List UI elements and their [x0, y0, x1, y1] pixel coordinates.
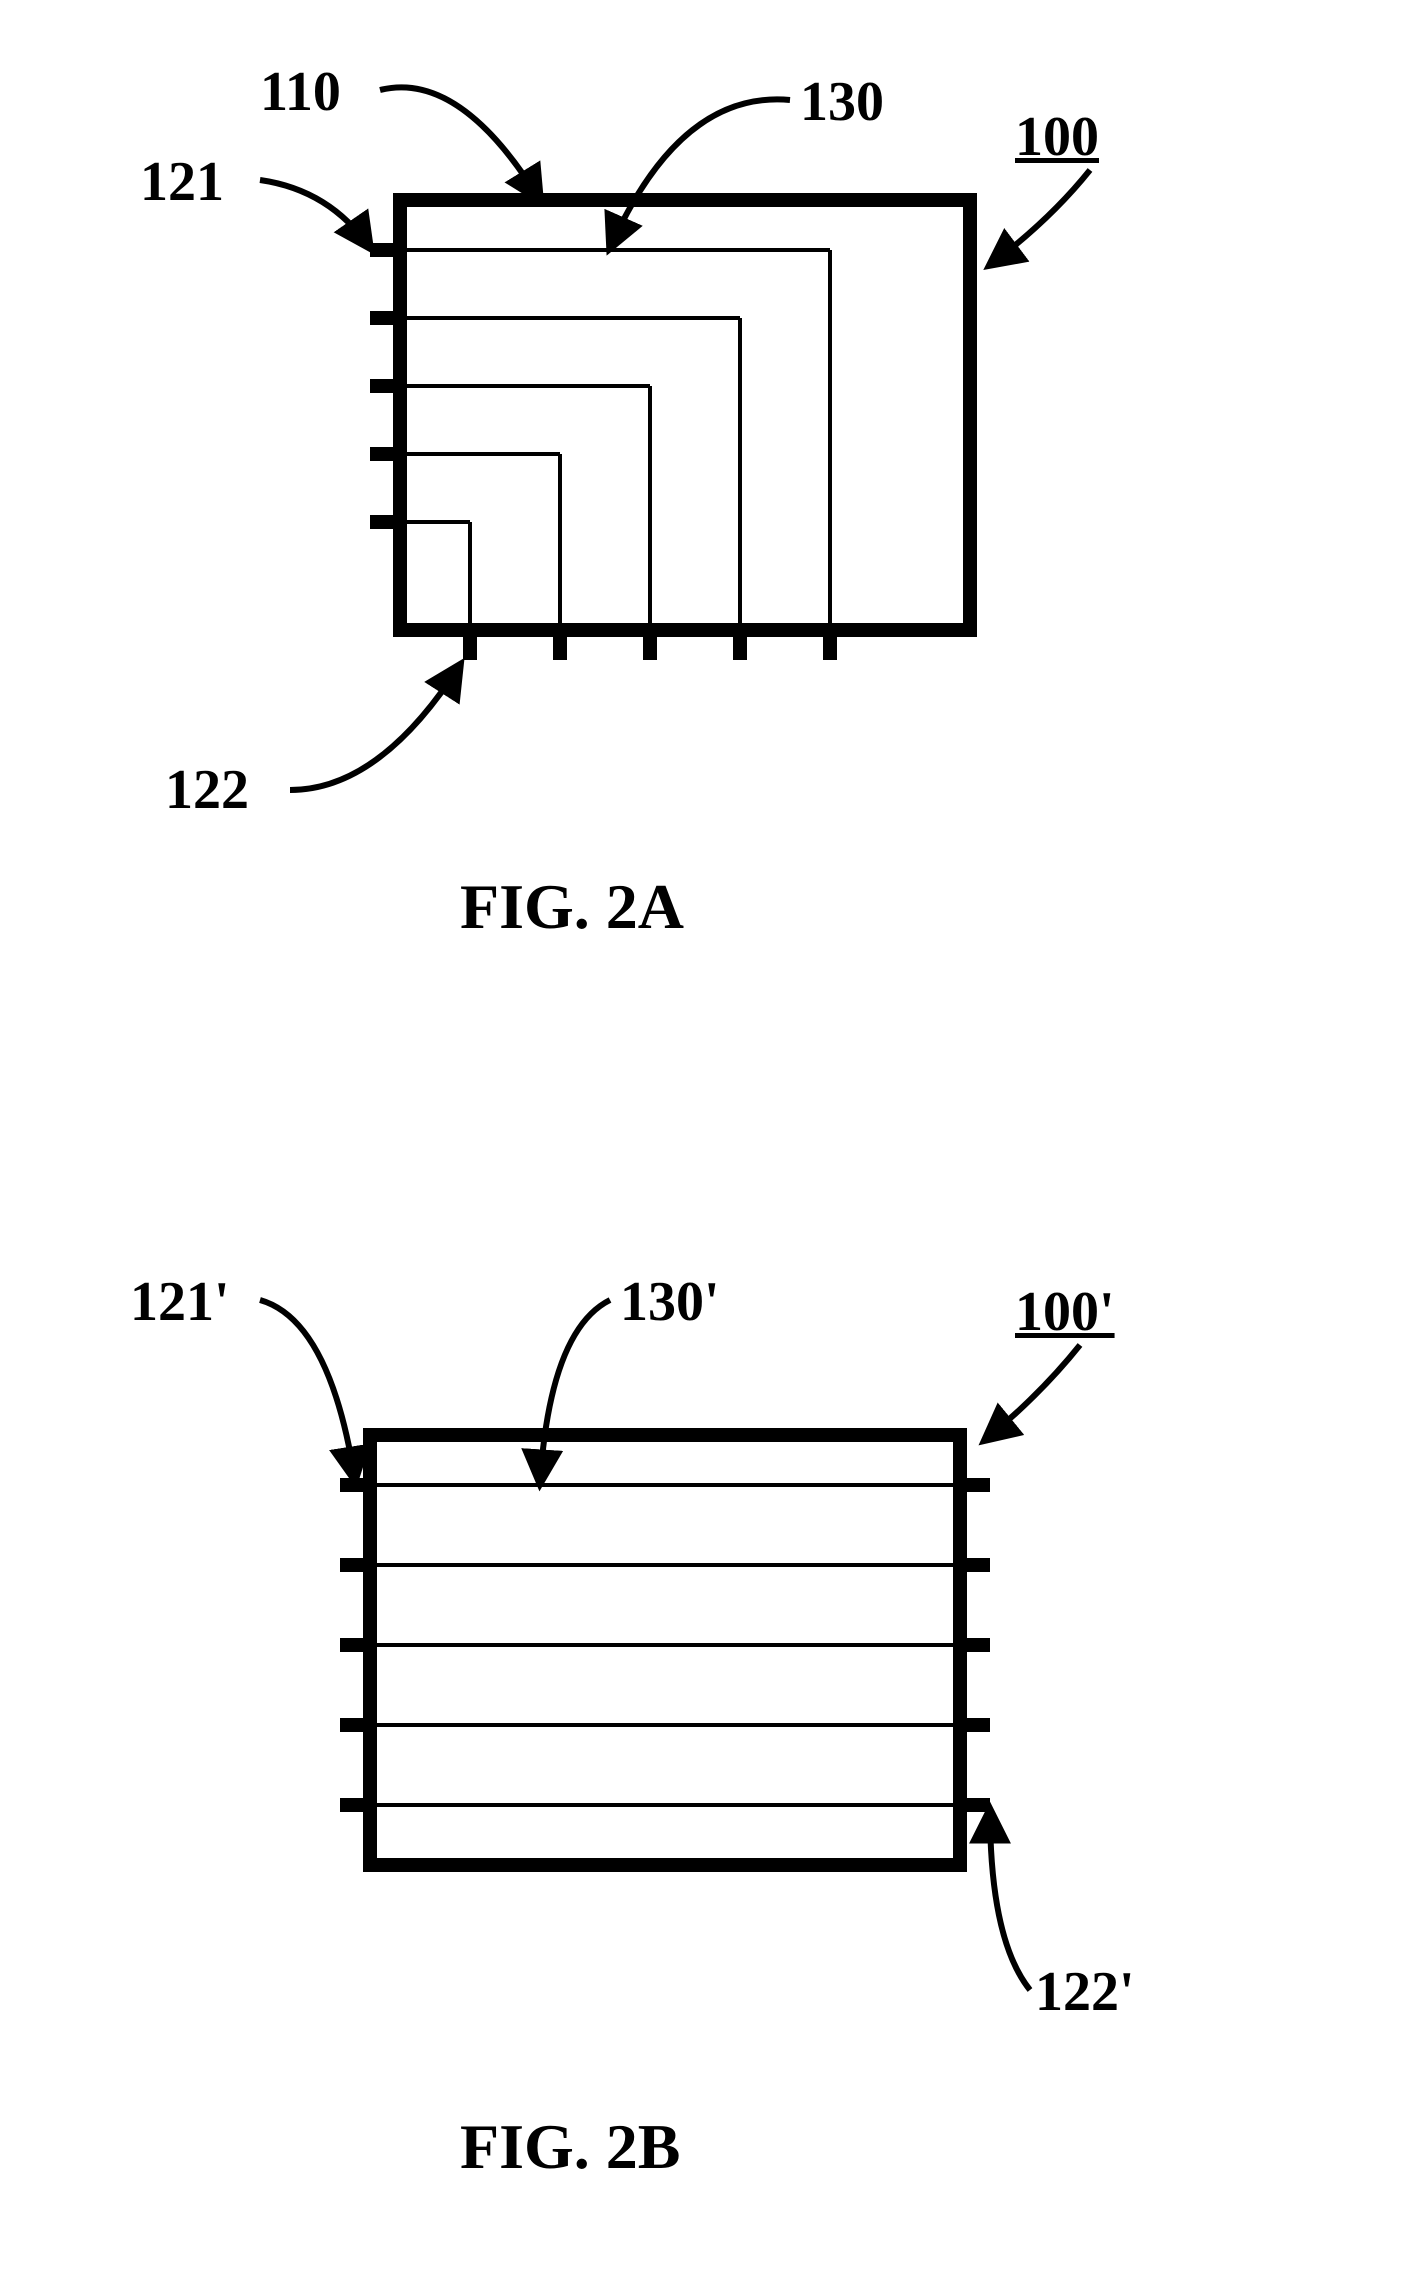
label-100-prime: 100' [1015, 1280, 1115, 1344]
label-130-prime: 130' [620, 1270, 720, 1334]
figure-2b-group [260, 1300, 1080, 1990]
diagram-canvas [0, 0, 1406, 2292]
label-100: 100 [1015, 105, 1099, 169]
figure-2b-caption: FIG. 2B [460, 2110, 680, 2184]
label-121: 121 [140, 150, 224, 214]
label-122-prime: 122' [1035, 1960, 1135, 2024]
figure-2a-group [260, 87, 1090, 790]
label-130: 130 [800, 70, 884, 134]
label-121-prime: 121' [130, 1270, 230, 1334]
figure-2a-caption: FIG. 2A [460, 870, 684, 944]
label-122: 122 [165, 758, 249, 822]
label-110: 110 [260, 60, 341, 124]
